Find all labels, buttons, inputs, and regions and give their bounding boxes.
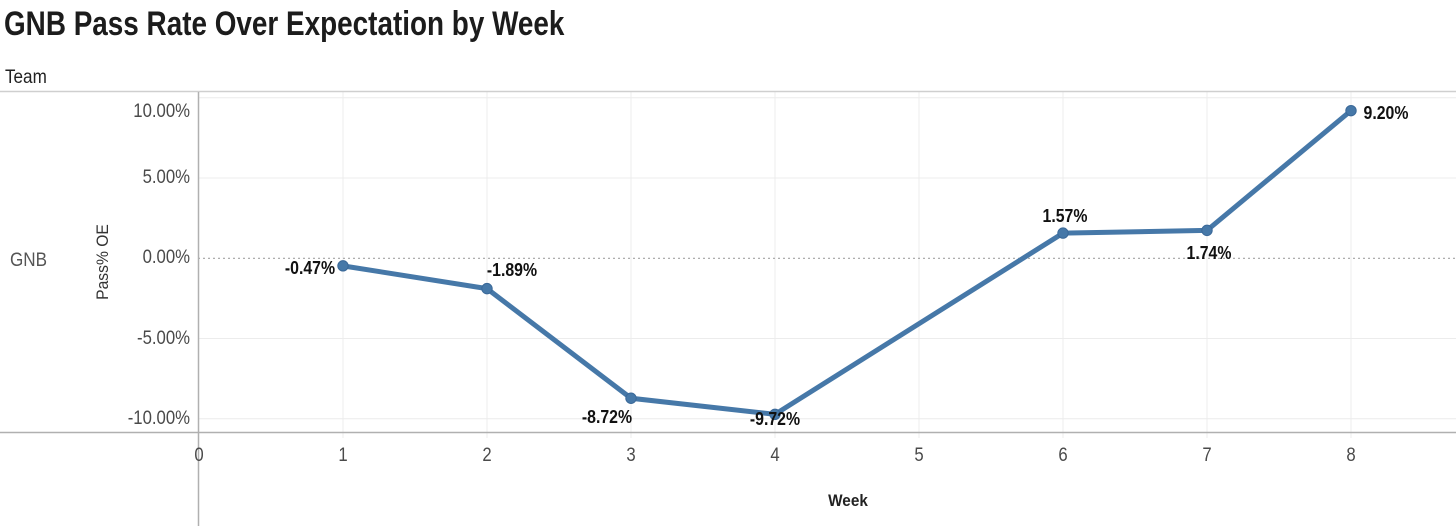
data-point xyxy=(481,282,493,295)
data-point-label: 1.74% xyxy=(1186,243,1232,264)
data-point xyxy=(337,260,349,272)
x-tick-label: 5 xyxy=(914,445,924,466)
data-point-label: -8.72% xyxy=(581,407,633,428)
team-row-label: GNB xyxy=(10,250,48,271)
x-tick-label: 8 xyxy=(1346,445,1356,466)
x-tick-label: 0 xyxy=(194,445,204,466)
x-tick-label: 1 xyxy=(338,445,348,466)
x-axis-title: Week xyxy=(828,491,868,510)
data-point xyxy=(1057,227,1069,239)
y-tick-label: -5.00% xyxy=(137,327,190,349)
y-tick-label: 10.00% xyxy=(133,101,190,122)
x-tick-label: 2 xyxy=(482,445,492,466)
data-point xyxy=(1345,104,1357,117)
data-point-label: 1.57% xyxy=(1042,206,1088,227)
data-point xyxy=(769,408,781,421)
y-tick-label: 0.00% xyxy=(142,247,190,269)
data-point xyxy=(1201,224,1213,237)
x-tick-label: 4 xyxy=(770,445,780,466)
x-tick-label: 3 xyxy=(626,445,636,466)
data-point-label: 9.20% xyxy=(1363,102,1409,123)
data-point xyxy=(625,392,637,404)
y-tick-label: 5.00% xyxy=(142,167,190,189)
data-point-label: -0.47% xyxy=(284,257,336,278)
data-point-label: -9.72% xyxy=(749,409,801,430)
row-header-label: Team xyxy=(5,67,47,88)
data-point-label: -1.89% xyxy=(486,259,538,280)
chart-title: GNB Pass Rate Over Expectation by Week xyxy=(4,5,565,43)
y-tick-label: -10.00% xyxy=(127,407,190,429)
x-tick-label: 7 xyxy=(1202,445,1212,466)
x-tick-label: 6 xyxy=(1058,445,1068,466)
